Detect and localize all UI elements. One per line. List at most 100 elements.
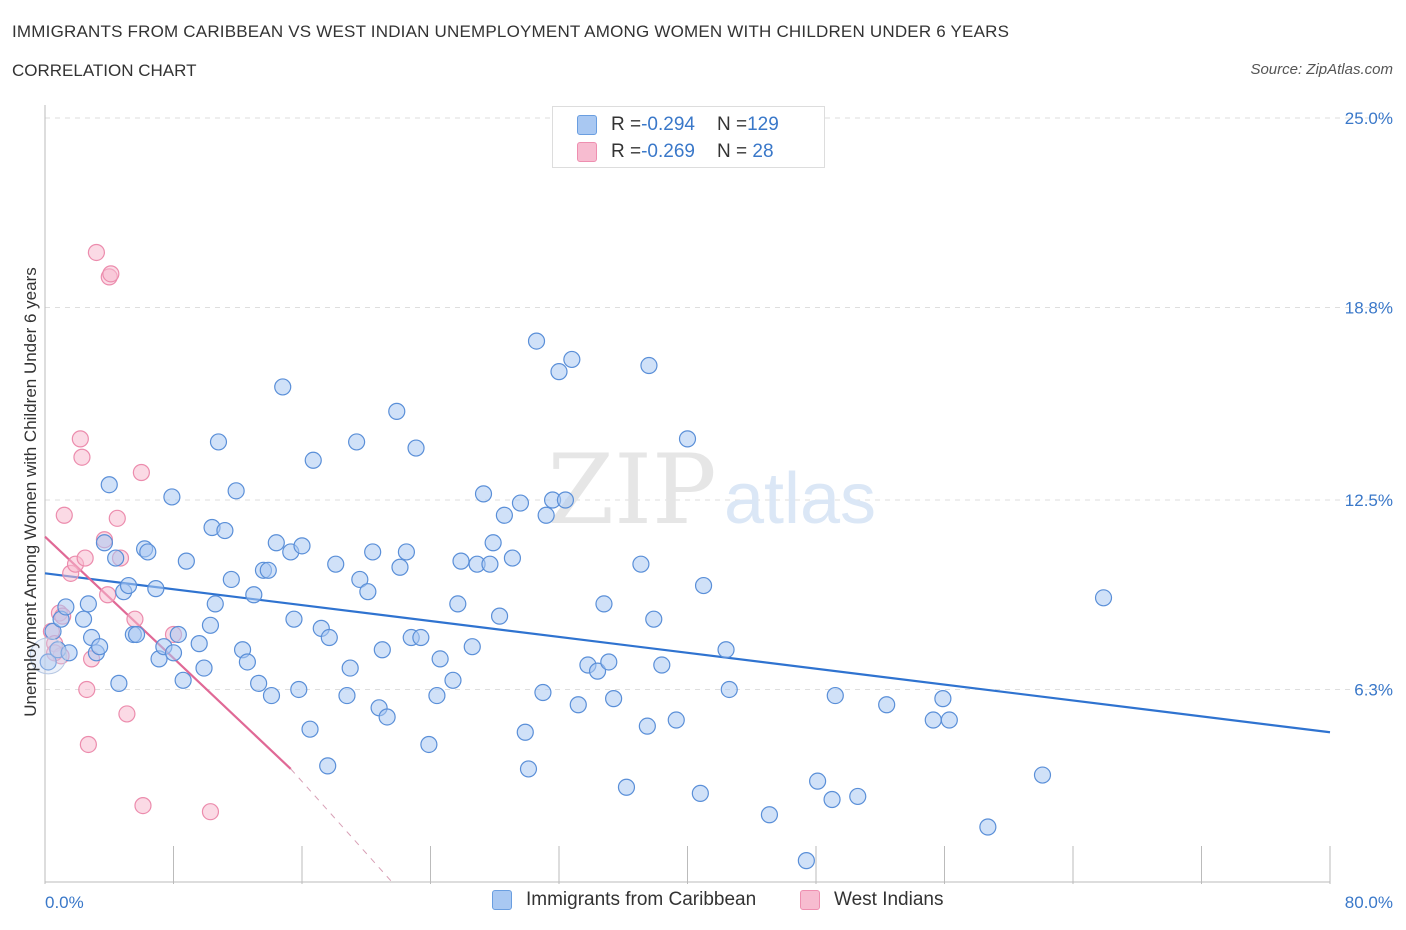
point-caribbean — [190, 635, 208, 653]
point-caribbean — [79, 595, 97, 613]
point-caribbean — [293, 537, 311, 555]
point-caribbean — [653, 656, 671, 674]
y-axis-label: Unemployment Among Women with Children U… — [21, 267, 40, 716]
point-caribbean — [245, 586, 263, 604]
stats-legend: R = -0.294 N = 129 R = -0.269 N = 28 — [552, 106, 825, 168]
point-caribbean — [74, 610, 93, 628]
point-west-indians — [134, 796, 152, 815]
point-caribbean — [285, 610, 303, 628]
legend-row-caribbean: R = -0.294 N = 129 — [577, 113, 779, 137]
point-caribbean — [100, 476, 118, 494]
point-caribbean — [164, 644, 183, 662]
point-caribbean — [667, 711, 685, 729]
point-caribbean — [431, 650, 449, 668]
point-caribbean — [338, 686, 356, 705]
point-caribbean — [605, 690, 623, 708]
trend-lines — [44, 535, 1331, 883]
legend-row-west-indians: R = -0.269 N = 28 — [577, 140, 774, 164]
series-legend: Immigrants from Caribbean West Indians — [0, 889, 1406, 915]
axes — [44, 105, 1331, 884]
point-caribbean — [569, 696, 587, 714]
point-west-indians — [118, 705, 136, 723]
point-caribbean — [463, 638, 481, 656]
point-caribbean — [290, 680, 308, 699]
legend-r-value: -0.294 — [641, 114, 695, 135]
legend-n-label: N = — [716, 141, 748, 162]
point-caribbean — [849, 787, 867, 806]
point-caribbean — [388, 402, 406, 420]
point-caribbean — [452, 552, 470, 570]
point-caribbean — [934, 690, 952, 708]
trend-extension-1 — [290, 768, 393, 883]
point-caribbean — [809, 772, 827, 790]
watermark-zip: ZIP — [547, 434, 716, 546]
point-caribbean — [320, 628, 338, 647]
point-caribbean — [139, 543, 157, 561]
point-caribbean — [91, 638, 109, 656]
point-caribbean — [444, 671, 462, 689]
point-caribbean — [216, 521, 234, 540]
point-caribbean — [527, 332, 546, 350]
chart-subtitle: CORRELATION CHART — [12, 61, 197, 80]
point-caribbean — [341, 659, 359, 677]
gridlines — [45, 117, 1395, 690]
point-caribbean — [495, 506, 513, 524]
point-caribbean — [378, 708, 396, 726]
point-caribbean — [110, 674, 128, 692]
point-caribbean — [57, 598, 75, 616]
point-caribbean — [304, 451, 322, 469]
point-caribbean — [327, 555, 345, 573]
point-caribbean — [979, 818, 997, 836]
point-caribbean — [449, 595, 467, 613]
legend-swatch-west-indians — [577, 142, 597, 162]
point-caribbean — [490, 607, 509, 625]
point-west-indians — [78, 680, 96, 699]
point-west-indians — [102, 265, 120, 283]
y-tick-label: 18.8% — [1345, 298, 1393, 317]
legend-item-west-indians[interactable]: West Indians — [800, 889, 943, 911]
legend-swatch-caribbean — [577, 115, 597, 135]
point-west-indians — [126, 610, 144, 628]
point-caribbean — [267, 534, 285, 552]
point-caribbean — [717, 641, 735, 659]
point-caribbean — [694, 576, 713, 595]
point-caribbean — [503, 549, 522, 567]
legend-item-caribbean[interactable]: Immigrants from Caribbean — [492, 889, 756, 911]
point-west-indians — [99, 586, 117, 604]
point-caribbean — [351, 570, 369, 589]
point-caribbean — [201, 616, 220, 634]
point-caribbean — [44, 622, 62, 641]
legend-r-label: R = — [611, 114, 642, 135]
point-caribbean — [147, 580, 165, 598]
legend-r-label: R = — [611, 141, 642, 162]
legend-swatch-caribbean — [492, 890, 512, 910]
point-caribbean — [691, 784, 709, 802]
point-caribbean — [209, 433, 228, 451]
point-west-indians — [87, 243, 106, 262]
source-credit: Source: ZipAtlas.com — [1250, 61, 1393, 78]
point-caribbean — [481, 555, 499, 573]
point-caribbean — [940, 711, 958, 729]
point-caribbean — [163, 488, 181, 506]
point-caribbean — [206, 595, 224, 613]
point-caribbean — [39, 653, 57, 671]
point-caribbean — [412, 628, 430, 647]
point-west-indians — [55, 506, 73, 524]
point-caribbean — [262, 686, 281, 705]
point-caribbean — [364, 543, 382, 561]
point-caribbean — [878, 696, 896, 714]
point-caribbean — [195, 659, 213, 677]
point-caribbean — [550, 363, 568, 381]
point-caribbean — [119, 576, 138, 595]
point-caribbean — [1033, 766, 1052, 784]
point-caribbean — [373, 641, 391, 659]
point-caribbean — [511, 494, 530, 512]
point-caribbean — [222, 570, 240, 589]
y-tick-label: 12.5% — [1345, 491, 1393, 510]
point-caribbean — [174, 671, 192, 689]
point-caribbean — [319, 757, 337, 775]
point-caribbean — [638, 717, 656, 735]
point-caribbean — [250, 674, 268, 692]
point-caribbean — [127, 625, 146, 644]
